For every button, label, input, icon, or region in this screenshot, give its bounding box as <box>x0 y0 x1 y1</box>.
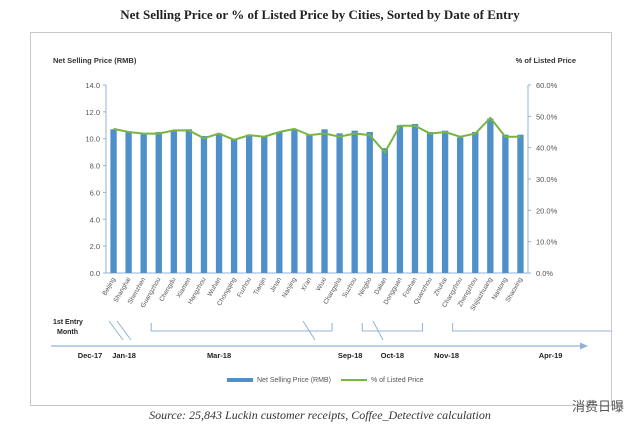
bar <box>230 138 238 273</box>
y-axis-title: Net Selling Price (RMB) <box>53 56 137 65</box>
x-tick-label: Jinan <box>269 276 283 293</box>
bar <box>457 137 464 273</box>
timeline-month-label: Apr-19 <box>539 351 563 360</box>
y2-tick-label: 10.0% <box>536 238 558 247</box>
timeline-month-label: Nov-18 <box>434 351 459 360</box>
timeline-bracket-oct18 <box>361 323 423 332</box>
bar <box>411 123 419 273</box>
y2-axis-title: % of Listed Price <box>516 56 576 65</box>
bar <box>336 133 343 273</box>
watermark: 消费日曝 <box>571 399 624 414</box>
y2-tick-label: 60.0% <box>536 81 558 90</box>
legend-label: Net Selling Price (RMB) <box>257 377 331 384</box>
x-tick-label: Fuzhou <box>236 276 253 299</box>
timeline-month-label: Jan-18 <box>112 351 136 360</box>
bar <box>487 118 494 273</box>
legend-label: % of Listed Price <box>371 377 424 384</box>
bar <box>321 129 328 273</box>
bar <box>261 136 268 273</box>
timeline-month-label: Dec-17 <box>78 351 103 360</box>
y2-tick-label: 30.0% <box>536 175 558 184</box>
y-tick-label: 10.0 <box>85 135 100 144</box>
axes-group: Net Selling Price (RMB) % of Listed Price… <box>53 56 576 278</box>
bar <box>366 132 373 273</box>
timeline-arrowhead <box>580 342 588 350</box>
timeline-group: 1st Entry Month Dec-17 Jan-18 Mar-18 Sep-18 Oc… <box>51 319 640 360</box>
bar <box>185 129 193 273</box>
bar <box>306 134 313 273</box>
y2-tick-label: 40.0% <box>536 144 558 153</box>
bar <box>110 129 117 273</box>
bar <box>441 130 449 273</box>
x-tick-label: Xi'an <box>300 276 313 292</box>
bar <box>215 133 223 273</box>
timeline-month-label: Mar-18 <box>207 351 231 360</box>
timeline-lead-line <box>116 320 132 341</box>
timeline-bracket-apr19 <box>452 323 640 332</box>
bar <box>472 132 479 273</box>
y-tick-label: 0.0 <box>90 269 100 278</box>
x-tick-label: Tianjin <box>252 276 268 296</box>
line-group <box>113 116 521 155</box>
bar <box>381 148 388 273</box>
legend-group: Net Selling Price (RMB) % of Listed Price <box>227 377 424 384</box>
timeline-month-label: Sep-18 <box>338 351 363 360</box>
timeline-lead-line <box>372 320 384 341</box>
bar <box>396 125 404 274</box>
y-tick-label: 6.0 <box>90 188 100 197</box>
x-tick-label: Ningbo <box>357 276 374 298</box>
timeline-month-label: Oct-18 <box>381 351 404 360</box>
bar <box>140 133 147 273</box>
bar <box>155 132 162 273</box>
x-tick-label: Zhuhai <box>433 277 449 298</box>
x-labels-group: BeijingShanghaiShenzhenGuangzhouChengduX… <box>101 276 524 312</box>
y-tick-label: 4.0 <box>90 215 100 224</box>
source-note: Source: 25,843 Luckin customer receipts,… <box>149 408 491 422</box>
y-tick-label: 14.0 <box>85 81 100 90</box>
bar <box>291 129 298 273</box>
timeline-label: Month <box>57 329 78 336</box>
y-tick-label: 12.0 <box>85 108 100 117</box>
bar <box>502 134 509 273</box>
chart-svg: Net Selling Price (RMB) % of Listed Price… <box>51 56 640 384</box>
y-tick-label: 2.0 <box>90 242 100 251</box>
bar <box>125 132 132 273</box>
bars-group <box>110 118 524 274</box>
y2-tick-label: 20.0% <box>536 206 558 215</box>
bar <box>351 130 358 273</box>
legend-swatch-bar <box>227 378 253 382</box>
bar <box>200 136 208 273</box>
x-tick-label: Beijing <box>101 276 117 297</box>
series-line <box>113 116 521 155</box>
y2-tick-label: 50.0% <box>536 112 558 121</box>
x-tick-label: Wuxi <box>315 277 328 293</box>
x-tick-label: Suzhou <box>341 276 358 299</box>
bar <box>276 132 283 273</box>
timeline-label: 1st Entry <box>53 319 83 326</box>
timeline-lead-line <box>302 320 316 341</box>
bar <box>517 134 524 273</box>
y-tick-label: 8.0 <box>90 162 100 171</box>
timeline-lead-line <box>108 320 124 341</box>
timeline-bracket-mar18 <box>150 323 333 332</box>
bar <box>246 134 253 273</box>
x-tick-label: Nanjing <box>281 276 298 299</box>
x-tick-label: Dalian <box>373 276 388 296</box>
chart-title: Net Selling Price or % of Listed Price b… <box>120 7 520 22</box>
y2-tick-label: 0.0% <box>536 269 553 278</box>
chart-frame: Net Selling Price (RMB) % of Listed Price… <box>30 32 640 406</box>
bar <box>170 130 177 273</box>
bar <box>426 132 434 273</box>
